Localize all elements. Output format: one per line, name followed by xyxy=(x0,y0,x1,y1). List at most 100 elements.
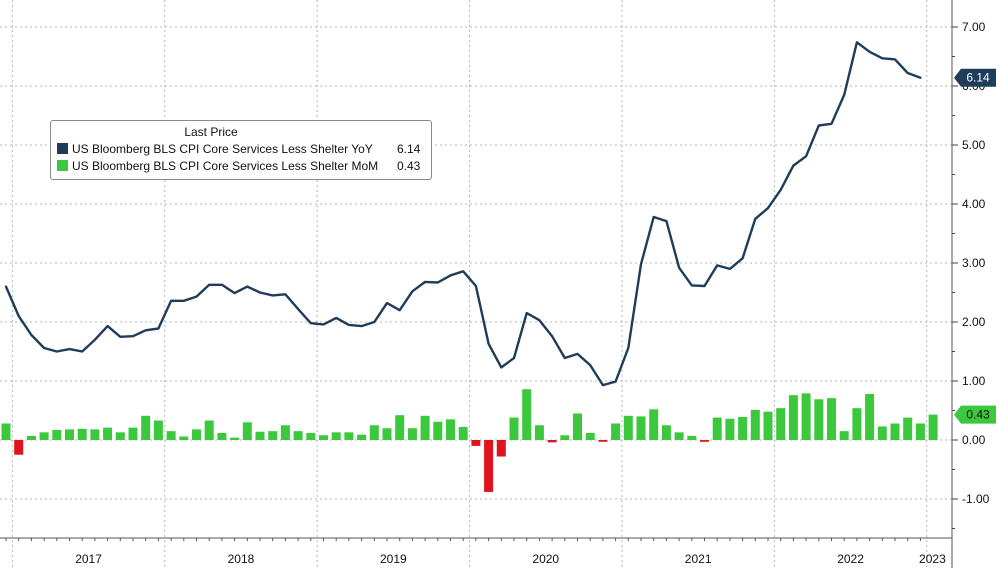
bar-mom xyxy=(280,425,290,440)
x-tick-label: 2021 xyxy=(685,552,712,566)
bar-mom xyxy=(738,416,748,440)
bar-mom xyxy=(534,425,544,440)
bar-mom xyxy=(153,420,163,440)
bar-mom xyxy=(26,435,36,440)
bar-mom xyxy=(865,393,875,440)
legend-value-yoy: 6.14 xyxy=(397,142,421,156)
bar-mom xyxy=(827,398,836,440)
x-tick-label: 2023 xyxy=(919,552,946,566)
last-value-tag-mom-shape xyxy=(954,405,996,424)
last-value-tag-yoy: 6.14 xyxy=(954,68,996,87)
y-tick-label: 0.00 xyxy=(962,433,986,447)
bar-mom xyxy=(90,429,100,440)
bar-mom xyxy=(407,428,417,440)
legend-title: Last Price xyxy=(184,125,238,139)
bar-mom xyxy=(369,425,379,440)
bar-mom xyxy=(573,413,582,440)
bar-mom xyxy=(471,440,481,446)
bar-mom xyxy=(547,440,557,443)
line-yoy xyxy=(4,41,922,387)
bar-mom xyxy=(585,432,595,440)
last-value-tag-mom-text: 0.43 xyxy=(966,408,990,422)
bar-mom xyxy=(77,428,87,440)
last-value-tag-mom: 0.43 xyxy=(954,405,996,424)
bar-mom xyxy=(725,418,735,440)
bar-mom xyxy=(509,417,519,440)
plot-area xyxy=(0,0,952,538)
bar-mom xyxy=(649,409,659,440)
bar-mom xyxy=(306,432,316,440)
bar-mom xyxy=(903,417,913,440)
y-tick-label: 4.00 xyxy=(962,197,986,211)
bar-mom xyxy=(560,435,570,440)
bar-mom xyxy=(839,431,849,440)
bar-mom xyxy=(420,415,430,440)
legend-label-mom: US Bloomberg BLS CPI Core Services Less … xyxy=(72,159,379,173)
bar-mom xyxy=(179,436,189,440)
y-tick-label: 1.00 xyxy=(962,374,986,388)
bar-mom xyxy=(395,415,405,440)
bar-mom xyxy=(14,440,24,455)
bar-mom xyxy=(611,423,621,440)
bar-mom xyxy=(331,432,341,440)
y-tick-label: -1.00 xyxy=(962,492,990,506)
bar-mom xyxy=(496,440,506,457)
x-tick-label: 2020 xyxy=(532,552,559,566)
bar-mom xyxy=(623,415,633,440)
legend-item-yoy: US Bloomberg BLS CPI Core Services Less … xyxy=(57,141,373,157)
bar-mom xyxy=(268,431,278,440)
bar-mom xyxy=(700,440,709,442)
legend-swatch-mom xyxy=(57,160,68,171)
bar-mom xyxy=(115,432,125,440)
bar-mom xyxy=(763,411,773,440)
bar-mom xyxy=(890,423,900,440)
bar-mom xyxy=(674,432,684,440)
x-tick-label: 2017 xyxy=(75,552,102,566)
bar-mom xyxy=(344,432,354,440)
bar-mom xyxy=(357,434,367,440)
bar-mom xyxy=(128,427,138,440)
bar-mom xyxy=(141,415,151,440)
bar-mom xyxy=(687,435,697,440)
bar-mom xyxy=(319,435,328,440)
bar-mom xyxy=(446,419,455,440)
bar-mom xyxy=(166,431,176,440)
x-tick-label: 2019 xyxy=(380,552,407,566)
y-tick-label: 3.00 xyxy=(962,256,986,270)
bar-mom xyxy=(65,429,74,440)
legend-value-mom: 0.43 xyxy=(397,159,421,173)
bar-mom xyxy=(1,423,11,440)
y-tick-label: 7.00 xyxy=(962,20,986,34)
y-tick-label: 5.00 xyxy=(962,138,986,152)
bar-mom xyxy=(788,395,798,440)
bar-mom xyxy=(230,437,240,440)
bar-mom xyxy=(915,423,925,440)
legend-swatch-yoy xyxy=(57,143,68,154)
last-value-tag-yoy-text: 6.14 xyxy=(966,71,990,85)
y-tick-label: 2.00 xyxy=(962,315,986,329)
bar-mom xyxy=(522,389,532,440)
bar-mom xyxy=(52,429,62,440)
bar-mom xyxy=(204,420,214,440)
bar-mom xyxy=(217,432,227,440)
bar-mom xyxy=(661,425,671,440)
bar-mom xyxy=(293,431,303,440)
bar-mom xyxy=(484,440,494,492)
bar-mom xyxy=(433,421,443,440)
bar-mom xyxy=(776,408,786,440)
bar-mom xyxy=(103,427,113,440)
bar-mom xyxy=(712,417,722,440)
bar-mom xyxy=(928,414,938,440)
bar-mom xyxy=(192,429,201,440)
bar-mom xyxy=(39,432,49,440)
legend-label-yoy: US Bloomberg BLS CPI Core Services Less … xyxy=(72,142,373,156)
legend-item-mom: US Bloomberg BLS CPI Core Services Less … xyxy=(57,158,378,174)
bar-mom xyxy=(636,416,646,440)
bar-mom xyxy=(458,427,468,440)
x-tick-label: 2022 xyxy=(837,552,864,566)
bar-mom xyxy=(382,428,392,440)
last-value-tag-yoy-shape xyxy=(954,68,996,87)
bar-mom xyxy=(242,422,252,440)
